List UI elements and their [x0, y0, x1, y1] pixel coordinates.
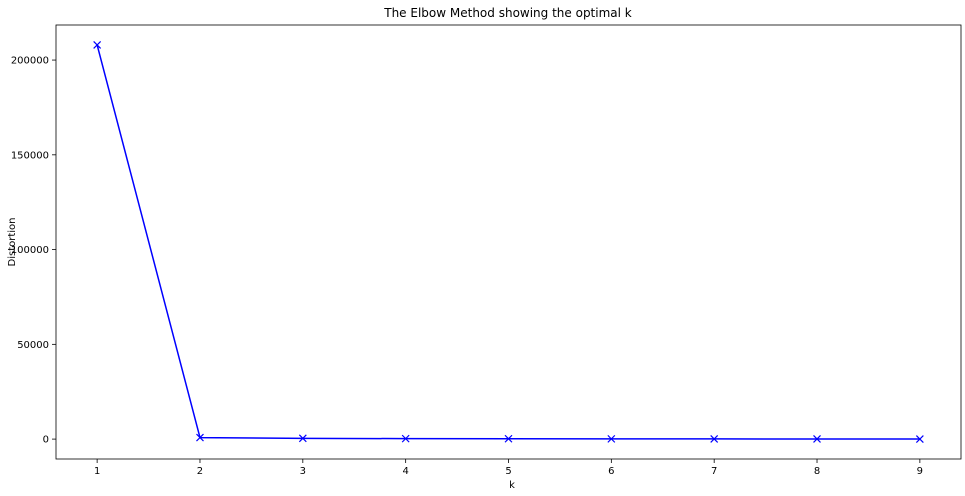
y-tick-label: 0: [43, 435, 49, 446]
data-point-marker: [710, 435, 719, 443]
data-point-marker: [93, 40, 102, 49]
x-tick-label: 7: [711, 466, 717, 477]
x-tick-label: 1: [94, 466, 100, 477]
plot-frame: [55, 24, 962, 460]
y-tick-label: 200000: [11, 56, 49, 67]
y-tick-label: 50000: [17, 340, 49, 351]
y-tick-label: 150000: [11, 150, 49, 161]
x-tick-label: 9: [917, 466, 923, 477]
x-tick-label: 6: [608, 466, 614, 477]
data-point-marker: [607, 434, 616, 443]
data-point-marker: [915, 435, 924, 443]
data-point-marker: [196, 433, 204, 442]
plot-area: [56, 25, 961, 459]
data-point-marker: [813, 435, 821, 443]
x-tick-label: 3: [300, 466, 306, 477]
chart-title: The Elbow Method showing the optimal k: [383, 6, 632, 20]
x-axis-label: k: [509, 480, 515, 491]
x-tick-label: 2: [197, 466, 203, 477]
y-axis-label: Distortion: [7, 218, 18, 267]
marker-layer: [93, 40, 924, 443]
tick-layer: 1 2 3 4 5 6 7 8 9 0 50000 100000 150000 200000: [11, 56, 923, 477]
x-tick-label: 5: [505, 466, 511, 477]
data-point-marker: [401, 434, 410, 443]
data-point-marker: [298, 434, 307, 443]
data-point-marker: [504, 434, 513, 443]
y-tick-label: 100000: [11, 245, 49, 256]
x-tick-label: 8: [814, 466, 820, 477]
x-tick-label: 4: [402, 466, 408, 477]
